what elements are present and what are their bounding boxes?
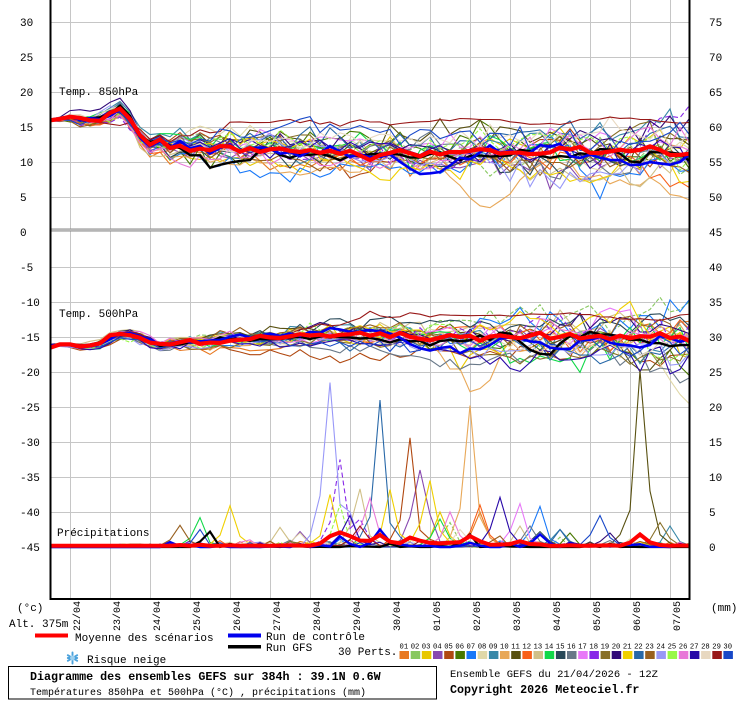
svg-text:75: 75 — [709, 18, 722, 30]
svg-text:Diagramme des ensembles GEFS s: Diagramme des ensembles GEFS sur 384h : … — [30, 670, 382, 684]
svg-text:-10: -10 — [20, 298, 40, 310]
svg-text:26/04: 26/04 — [232, 601, 244, 631]
svg-text:15: 15 — [709, 438, 722, 450]
svg-text:40: 40 — [709, 263, 722, 275]
svg-text:04/05: 04/05 — [552, 601, 564, 631]
svg-text:23: 23 — [645, 644, 654, 652]
svg-text:Ensemble GEFS du 21/04/2026 -: Ensemble GEFS du 21/04/2026 - 12Z — [450, 669, 658, 681]
svg-text:-20: -20 — [20, 368, 40, 380]
svg-text:-5: -5 — [20, 263, 33, 275]
svg-text:04: 04 — [433, 644, 442, 652]
svg-text:25: 25 — [709, 368, 722, 380]
svg-text:08: 08 — [478, 644, 487, 652]
svg-text:13: 13 — [534, 644, 543, 652]
svg-text:21: 21 — [623, 644, 632, 652]
svg-text:27/04: 27/04 — [272, 601, 284, 631]
svg-text:02: 02 — [411, 644, 420, 652]
svg-text:20: 20 — [20, 88, 33, 100]
svg-text:29/04: 29/04 — [352, 601, 364, 631]
svg-text:20: 20 — [612, 644, 621, 652]
svg-text:-30: -30 — [20, 438, 40, 450]
svg-text:Temp. 500hPa: Temp. 500hPa — [59, 309, 139, 321]
svg-text:25: 25 — [668, 644, 677, 652]
svg-text:22/04: 22/04 — [72, 601, 84, 631]
svg-text:-35: -35 — [20, 473, 40, 485]
svg-text:35: 35 — [709, 298, 722, 310]
svg-text:03/05: 03/05 — [512, 601, 524, 631]
svg-text:25/04: 25/04 — [192, 601, 204, 631]
svg-text:Alt. 375m: Alt. 375m — [9, 619, 69, 631]
svg-text:30: 30 — [709, 333, 722, 345]
svg-text:Moyenne des scénarios: Moyenne des scénarios — [75, 633, 214, 645]
svg-text:-15: -15 — [20, 333, 40, 345]
svg-text:-40: -40 — [20, 508, 40, 520]
svg-text:-45: -45 — [20, 543, 40, 555]
svg-text:02/05: 02/05 — [472, 601, 484, 631]
svg-text:16: 16 — [567, 644, 576, 652]
svg-text:30: 30 — [723, 644, 732, 652]
svg-text:55: 55 — [709, 158, 722, 170]
svg-text:30/04: 30/04 — [392, 601, 404, 631]
svg-text:Run GFS: Run GFS — [266, 643, 313, 655]
svg-text:07/05: 07/05 — [672, 601, 684, 631]
svg-text:28: 28 — [701, 644, 710, 652]
svg-text:(mm): (mm) — [711, 603, 737, 615]
svg-text:11: 11 — [511, 644, 520, 652]
svg-text:Temp. 850hPa: Temp. 850hPa — [59, 87, 139, 99]
svg-text:-25: -25 — [20, 403, 40, 415]
svg-text:06: 06 — [455, 644, 464, 652]
svg-text:50: 50 — [709, 193, 722, 205]
svg-text:70: 70 — [709, 53, 722, 65]
svg-text:10: 10 — [500, 644, 509, 652]
svg-text:24: 24 — [656, 644, 665, 652]
svg-text:22: 22 — [634, 644, 643, 652]
svg-text:23/04: 23/04 — [112, 601, 124, 631]
svg-text:30 Perts.: 30 Perts. — [338, 647, 397, 659]
svg-text:15: 15 — [556, 644, 565, 652]
svg-text:03: 03 — [422, 644, 431, 652]
svg-text:29: 29 — [712, 644, 721, 652]
svg-text:18: 18 — [589, 644, 598, 652]
svg-text:Run de contrôle: Run de contrôle — [266, 632, 365, 644]
svg-text:05: 05 — [444, 644, 453, 652]
svg-text:01: 01 — [400, 644, 409, 652]
svg-text:Copyright 2026 Meteociel.fr: Copyright 2026 Meteociel.fr — [450, 683, 639, 697]
svg-text:09: 09 — [489, 644, 498, 652]
svg-text:60: 60 — [709, 123, 722, 135]
svg-text:15: 15 — [20, 123, 33, 135]
svg-text:5: 5 — [20, 193, 27, 205]
svg-text:10: 10 — [709, 473, 722, 485]
svg-text:01/05: 01/05 — [432, 601, 444, 631]
svg-text:Températures 850hPa et 500hPa: Températures 850hPa et 500hPa (°C) , pré… — [30, 687, 366, 699]
svg-text:45: 45 — [709, 228, 722, 240]
svg-text:05/05: 05/05 — [592, 601, 604, 631]
svg-text:28/04: 28/04 — [312, 601, 324, 631]
svg-text:(°c): (°c) — [17, 603, 43, 615]
svg-text:27: 27 — [690, 644, 699, 652]
svg-text:0: 0 — [20, 228, 27, 240]
svg-text:25: 25 — [20, 53, 33, 65]
svg-text:17: 17 — [578, 644, 587, 652]
svg-text:06/05: 06/05 — [632, 601, 644, 631]
svg-text:Précipitations: Précipitations — [57, 528, 149, 540]
svg-text:30: 30 — [20, 18, 33, 30]
svg-text:65: 65 — [709, 88, 722, 100]
svg-text:12: 12 — [522, 644, 531, 652]
svg-text:0: 0 — [709, 543, 716, 555]
svg-text:19: 19 — [601, 644, 610, 652]
svg-text:24/04: 24/04 — [152, 601, 164, 631]
svg-text:10: 10 — [20, 158, 33, 170]
svg-text:14: 14 — [545, 644, 554, 652]
svg-text:26: 26 — [679, 644, 688, 652]
svg-text:Risque neige: Risque neige — [87, 655, 166, 667]
svg-text:5: 5 — [709, 508, 716, 520]
svg-text:20: 20 — [709, 403, 722, 415]
svg-text:07: 07 — [467, 644, 476, 652]
